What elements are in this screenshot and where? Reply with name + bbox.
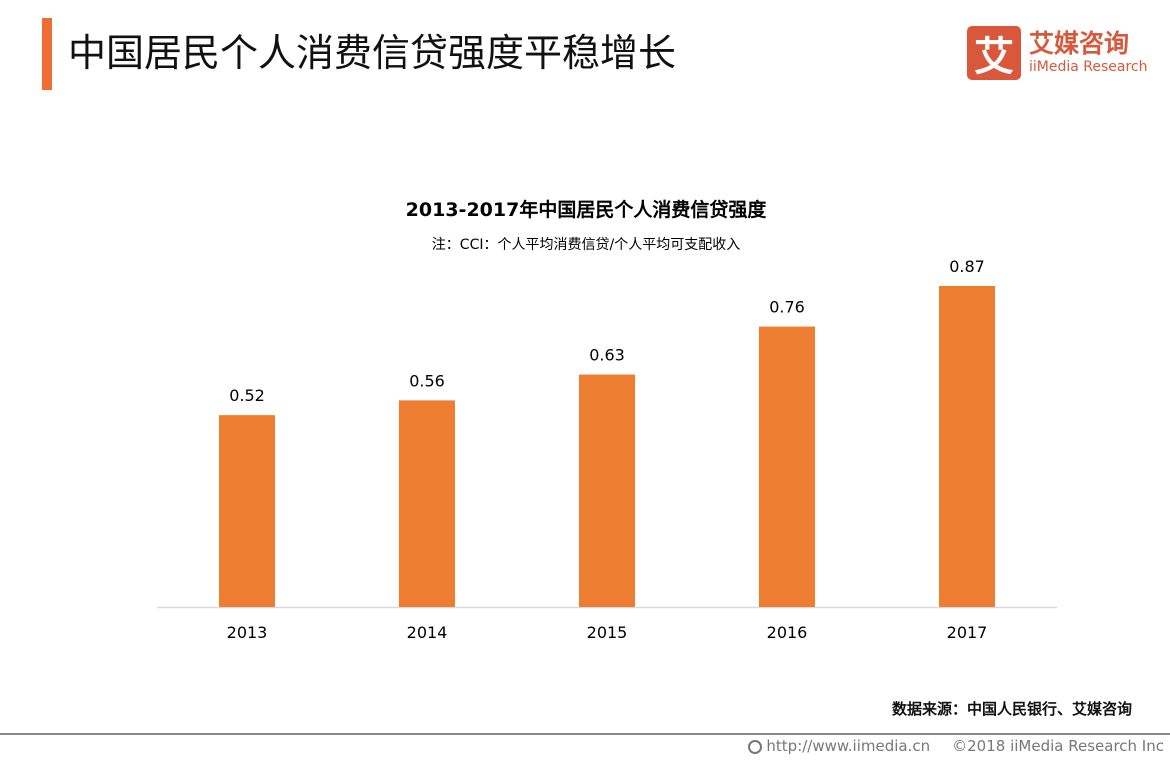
- x-tick-label-2016: 2016: [767, 623, 808, 642]
- logo-name-cn: 艾媒咨询: [1029, 29, 1130, 58]
- data-source: 数据来源：中国人民银行、艾媒咨询: [891, 700, 1132, 718]
- logo-name-en: iiMedia Research: [1029, 59, 1148, 75]
- data-label-2014: 0.56: [409, 371, 445, 390]
- globe-icon: [748, 740, 763, 754]
- x-tick-label-2014: 2014: [407, 623, 448, 642]
- chart-subtitle: 注：CCI：个人平均消费信贷/个人平均可支配收入: [432, 237, 740, 253]
- chart-title: 2013-2017年中国居民个人消费信贷强度: [406, 198, 768, 221]
- x-tick-label-2017: 2017: [947, 623, 988, 642]
- footer-url[interactable]: http://www.iimedia.cn: [766, 737, 931, 755]
- bar-2017: [939, 286, 995, 607]
- logo-mark: 艾: [967, 26, 1021, 80]
- bar-2013: [219, 415, 275, 607]
- logo: 艾 艾媒咨询 iiMedia Research: [967, 26, 1148, 80]
- data-label-2015: 0.63: [589, 346, 625, 365]
- data-label-2013: 0.52: [229, 386, 265, 405]
- data-label-2016: 0.76: [769, 298, 805, 317]
- footer: http://www.iimedia.cn ©2018 iiMedia Rese…: [748, 737, 1164, 755]
- x-tick-label-2013: 2013: [227, 623, 268, 642]
- footer-divider: [0, 733, 1170, 735]
- x-tick-label-2015: 2015: [587, 623, 628, 642]
- data-label-2017: 0.87: [949, 257, 985, 276]
- footer-copyright: ©2018 iiMedia Research Inc: [952, 737, 1164, 755]
- bar-2014: [399, 400, 455, 607]
- title-accent-bar: [42, 18, 52, 90]
- bar-2016: [759, 326, 815, 607]
- bar-2015: [579, 374, 635, 607]
- page-title: 中国居民个人消费信贷强度平稳增长: [68, 31, 677, 75]
